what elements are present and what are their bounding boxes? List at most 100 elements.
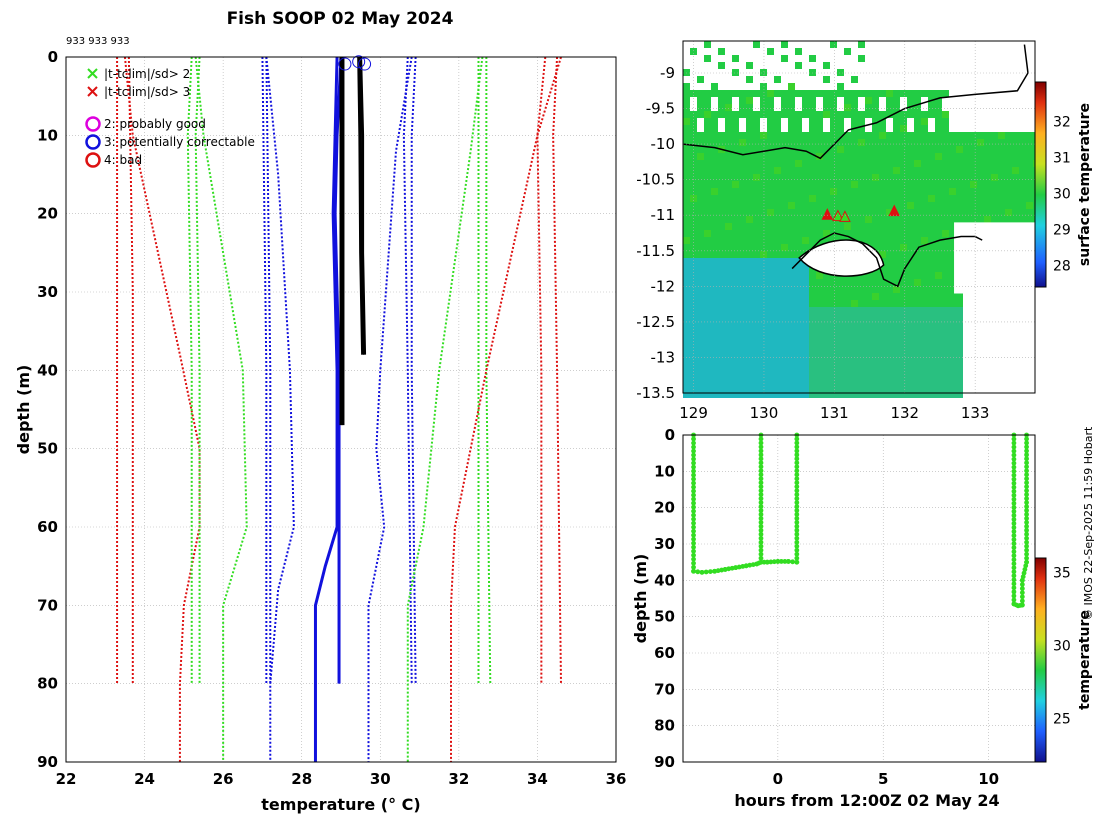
- sst-cell: [725, 342, 732, 349]
- sst-cell: [970, 181, 977, 188]
- sst-cell: [858, 167, 865, 174]
- sst-cell: [704, 321, 711, 328]
- sst-cell: [886, 90, 893, 97]
- sst-cell: [879, 153, 886, 160]
- sst-cell: [900, 258, 907, 265]
- ts-ytick-label: 20: [654, 499, 675, 517]
- sst-cell: [809, 377, 816, 384]
- sst-cell: [767, 356, 774, 363]
- sst-cell: [942, 349, 949, 356]
- sst-cell: [949, 391, 956, 398]
- sst-cell: [690, 370, 697, 377]
- sst-cell: [683, 300, 690, 307]
- sst-cell: [802, 279, 809, 286]
- sst-cell: [788, 181, 795, 188]
- sst-cell: [956, 391, 963, 398]
- sst-cell: [935, 272, 942, 279]
- sst-cell: [865, 139, 872, 146]
- map-colorbar: [1034, 81, 1047, 288]
- ts-point: [758, 543, 764, 549]
- sst-cell: [732, 244, 739, 251]
- sst-cell: [886, 384, 893, 391]
- sst-cell: [767, 188, 774, 195]
- sst-cell: [760, 363, 767, 370]
- sst-cell: [837, 293, 844, 300]
- ts-point: [691, 496, 696, 502]
- sst-cell: [809, 342, 816, 349]
- ts-point: [794, 520, 800, 525]
- sst-cell: [872, 321, 879, 328]
- sst-cell: [711, 139, 718, 146]
- ts-point: [768, 559, 774, 565]
- sst-cell: [760, 384, 767, 391]
- ts-point: [1011, 448, 1017, 454]
- sst-cell: [718, 153, 725, 160]
- climatology-line: [552, 56, 562, 684]
- ts-point: [691, 508, 696, 514]
- sst-cell: [788, 328, 795, 335]
- sst-cell: [725, 111, 732, 118]
- sst-cell: [788, 83, 795, 90]
- sst-cell: [830, 111, 837, 118]
- sst-cell: [844, 335, 851, 342]
- sst-cell: [802, 293, 809, 300]
- sst-cell: [774, 314, 781, 321]
- sst-cell: [753, 209, 760, 216]
- sst-cell: [746, 132, 753, 139]
- sst-cell: [914, 104, 921, 111]
- sst-cell: [774, 335, 781, 342]
- ts-point: [691, 448, 696, 454]
- sst-cell: [921, 153, 928, 160]
- sst-cell: [732, 258, 739, 265]
- sst-cell: [795, 125, 802, 132]
- sst-cell: [914, 125, 921, 132]
- sst-cell: [830, 146, 837, 153]
- sst-cell: [774, 307, 781, 314]
- climatology-line: [261, 56, 268, 684]
- sst-cell: [900, 167, 907, 174]
- ts-point: [758, 527, 764, 533]
- ts-point: [794, 531, 800, 537]
- sst-cell: [907, 230, 914, 237]
- sst-cell: [802, 363, 809, 370]
- sst-cell: [711, 237, 718, 244]
- sst-cell: [872, 97, 879, 104]
- sst-cell: [809, 230, 816, 237]
- sst-cell: [984, 202, 991, 209]
- sst-cell: [907, 167, 914, 174]
- sst-cell: [816, 356, 823, 363]
- sst-cell: [830, 188, 837, 195]
- sst-cell: [718, 181, 725, 188]
- ts-point: [1024, 547, 1029, 553]
- sst-cell: [1026, 160, 1033, 167]
- sst-cell: [683, 258, 690, 265]
- ts-point: [1024, 516, 1029, 521]
- map-ytick-label: -10: [651, 135, 676, 153]
- sst-cell: [921, 132, 928, 139]
- sst-cell: [949, 139, 956, 146]
- sst-cell: [718, 97, 725, 104]
- sst-cell: [844, 384, 851, 391]
- sst-cell: [760, 209, 767, 216]
- sst-cell: [879, 321, 886, 328]
- ts-colorbar-tick: 25: [1053, 711, 1071, 727]
- sst-cell: [970, 209, 977, 216]
- sst-cell: [914, 314, 921, 321]
- sst-cell: [858, 384, 865, 391]
- ts-point: [1024, 480, 1029, 486]
- sst-cell: [879, 202, 886, 209]
- sst-cell: [795, 349, 802, 356]
- sst-cell: [844, 223, 851, 230]
- sst-cell: [921, 139, 928, 146]
- sst-cell: [704, 41, 711, 48]
- sst-cell: [858, 363, 865, 370]
- sst-cell: [704, 356, 711, 363]
- sst-cell: [718, 349, 725, 356]
- sst-cell: [788, 370, 795, 377]
- sst-cell: [949, 223, 956, 230]
- ts-point: [1011, 484, 1017, 490]
- sst-cell: [949, 342, 956, 349]
- sst-cell: [886, 195, 893, 202]
- sst-cell: [760, 335, 767, 342]
- sst-cell: [690, 384, 697, 391]
